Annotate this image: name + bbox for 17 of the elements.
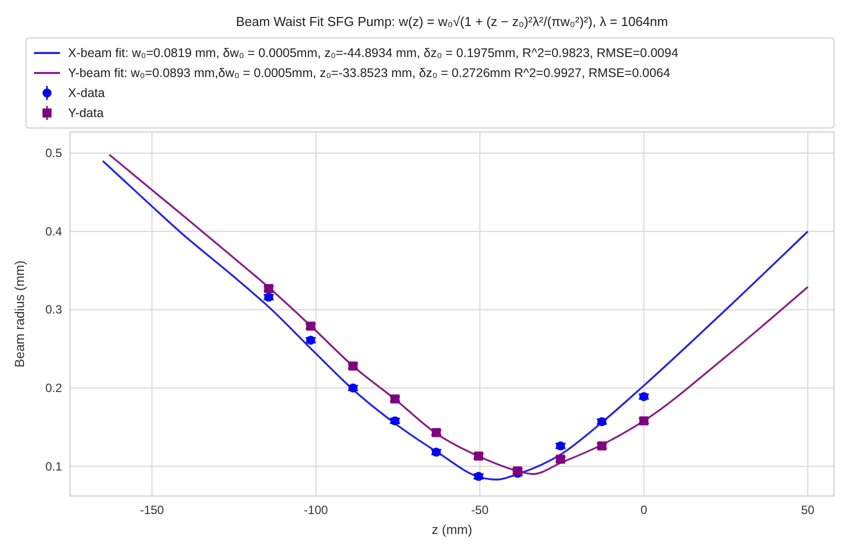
y-axis-title: Beam radius (mm) (12, 260, 27, 368)
y-tick-label: 0.4 (45, 224, 62, 238)
chart-title: Beam Waist Fit SFG Pump: w(z) = w₀√(1 + (z − z₀)²λ²/(πw₀²)²), λ = 1064nm (236, 14, 668, 29)
y-tick-label: 0.5 (45, 146, 62, 160)
x-tick-label: -100 (304, 503, 328, 517)
legend-label: X-data (68, 86, 105, 100)
y-tick-label: 0.1 (45, 459, 62, 474)
y-tick-label: 0.2 (45, 380, 62, 395)
x-tick-label: 50 (801, 503, 815, 517)
y-tick-label: 0.3 (45, 302, 62, 317)
legend-label: X-beam fit: w₀=0.0819 mm, δw₀ = 0.0005mm, z₀=-44.8934 mm, δz₀ = 0.1975mm, R^2=0.9823, RMSE=0.0094 (68, 46, 678, 60)
x-tick-label: 0 (640, 503, 648, 517)
x-tick-label: -150 (140, 503, 164, 517)
legend-label: Y-beam fit: w₀=0.0893 mm,δw₀ = 0.0005mm, z₀=-33.8523 mm, δz₀ = 0.2726mm R^2=0.9927, RMSE=0.0064 (68, 66, 670, 80)
x-tick-label: -50 (471, 503, 489, 517)
legend-label: Y-data (68, 106, 104, 120)
x-axis-title: z (mm) (432, 522, 472, 537)
